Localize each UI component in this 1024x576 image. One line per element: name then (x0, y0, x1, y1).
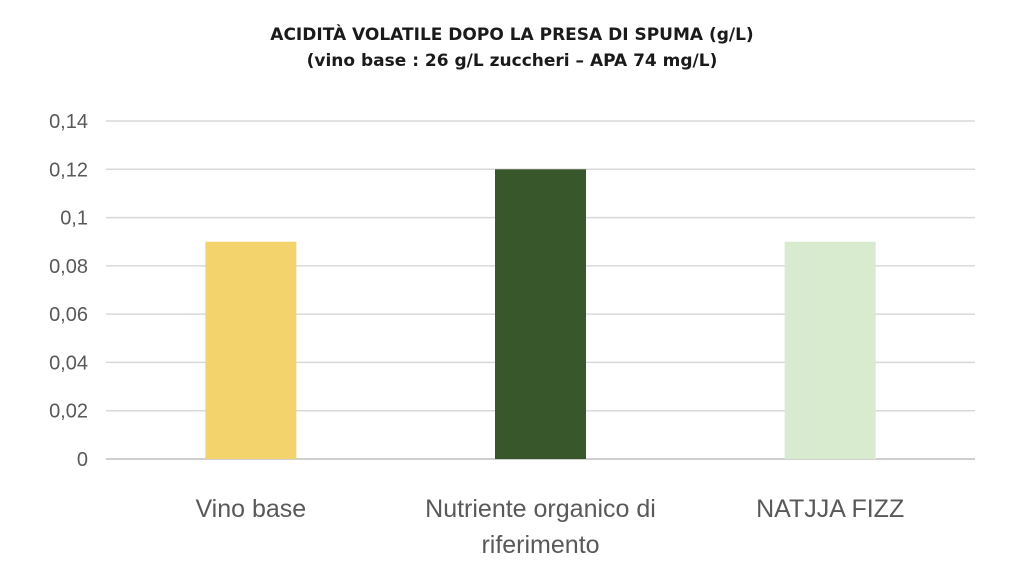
x-category-label-line: riferimento (481, 531, 599, 559)
y-tick-label: 0 (77, 449, 88, 471)
bar-2 (495, 169, 586, 460)
y-tick-label: 0,04 (49, 352, 88, 374)
x-category-label-line: Vino base (195, 495, 306, 523)
chart-subtitle: (vino base : 26 g/L zuccheri – APA 74 mg… (307, 51, 718, 71)
x-category-label: NATJJA FIZZ (756, 495, 904, 523)
x-category-label: Vino base (195, 495, 306, 523)
y-tick-label: 0,12 (49, 159, 88, 181)
chart-title: ACIDITÀ VOLATILE DOPO LA PRESA DI SPUMA … (270, 23, 753, 45)
y-tick-label: 0,06 (49, 304, 88, 326)
y-tick-label: 0,02 (49, 401, 88, 423)
y-axis-ticks: 0 0,02 0,04 0,06 0,08 0,1 0,12 0,14 (49, 111, 88, 471)
bar-1 (205, 241, 297, 459)
x-axis-labels: Vino base Nutriente organico di riferiment… (195, 495, 904, 559)
y-tick-label: 0,14 (49, 111, 88, 133)
bar-3 (784, 241, 876, 459)
x-category-label-line: Nutriente organico di (425, 495, 656, 523)
bars (205, 169, 876, 460)
x-category-label-line: NATJJA FIZZ (756, 495, 904, 523)
y-tick-label: 0,1 (60, 208, 88, 230)
x-category-label: Nutriente organico di riferimento (425, 495, 656, 559)
y-tick-label: 0,08 (49, 256, 88, 278)
